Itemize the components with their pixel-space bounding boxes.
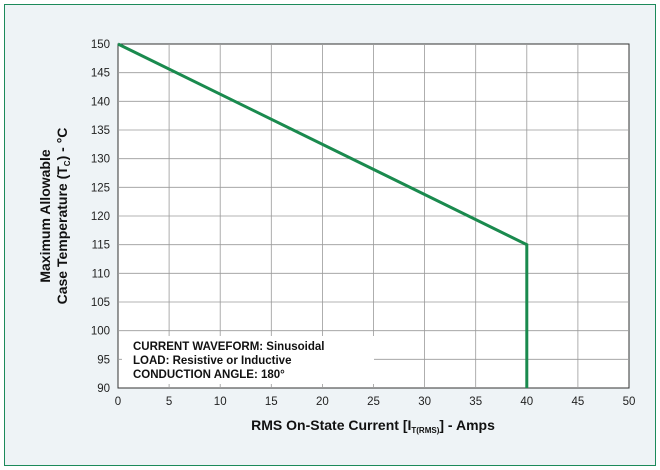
y-tick-label: 150 xyxy=(91,39,110,51)
x-tick-label: 35 xyxy=(469,396,482,408)
y-tick-label: 100 xyxy=(91,326,110,338)
x-axis-ticks: 0 5 10 15 20 25 30 35 40 45 50 xyxy=(115,396,636,408)
x-tick-label: 5 xyxy=(166,396,172,408)
x-tick-label: 30 xyxy=(418,396,431,408)
y-tick-label: 135 xyxy=(91,125,110,137)
x-tick-label: 25 xyxy=(367,396,380,408)
y-tick-label: 90 xyxy=(97,383,110,395)
annotation-load: LOAD: Resistive or Inductive xyxy=(133,355,291,367)
annotation-conduction-angle: CONDUCTION ANGLE: 180° xyxy=(133,369,285,381)
y-axis-title-line1: Maximum Allowable xyxy=(37,149,53,283)
x-tick-label: 10 xyxy=(214,396,227,408)
y-axis-title: Maximum Allowable Case Temperature (TC) … xyxy=(37,128,72,305)
y-tick-label: 140 xyxy=(91,96,110,108)
x-tick-label: 15 xyxy=(265,396,278,408)
annotation-waveform: CURRENT WAVEFORM: Sinusoidal xyxy=(133,341,324,353)
x-tick-label: 20 xyxy=(316,396,329,408)
y-axis-title-line2: Case Temperature (TC) - °C xyxy=(54,128,72,305)
series-layer xyxy=(117,42,529,389)
y-axis-ticks: 90 95 100 105 110 115 120 125 130 135 140 145 150 xyxy=(91,39,110,395)
y-tick-label: 125 xyxy=(91,182,110,194)
y-tick-label: 105 xyxy=(91,297,110,309)
x-tick-label: 0 xyxy=(115,396,121,408)
y-tick-label: 145 xyxy=(91,68,110,80)
annotation-box xyxy=(122,336,374,384)
x-axis-title: RMS On-State Current [IT(RMS)] - Amps xyxy=(251,417,495,435)
x-tick-label: 40 xyxy=(520,396,533,408)
y-tick-label: 130 xyxy=(91,154,110,166)
grid xyxy=(118,44,629,388)
y-tick-label: 115 xyxy=(92,240,110,252)
x-tick-label: 45 xyxy=(572,396,585,408)
y-tick-label: 95 xyxy=(97,354,110,366)
y-tick-label: 110 xyxy=(92,268,110,280)
x-tick-label: 50 xyxy=(623,396,636,408)
y-tick-label: 120 xyxy=(91,211,110,223)
